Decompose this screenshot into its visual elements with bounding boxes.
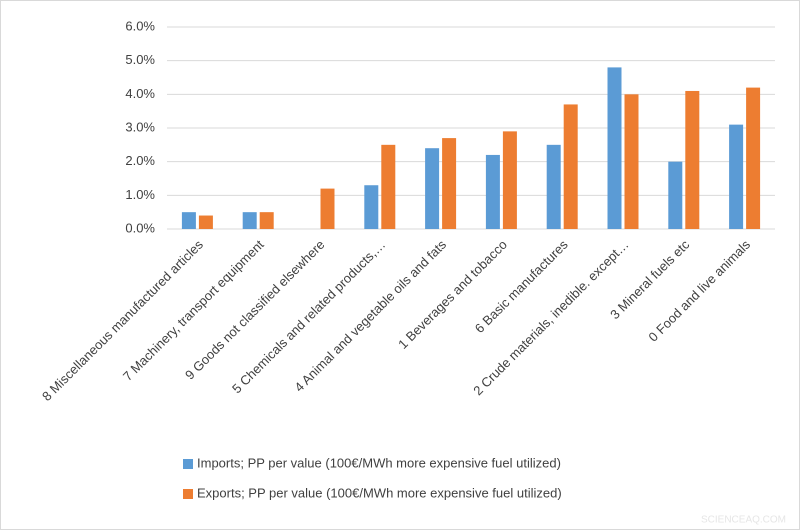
watermark: SCIENCEAQ.COM <box>701 515 786 526</box>
legend-swatch <box>183 489 193 499</box>
legend-label: Exports; PP per value (100€/MWh more exp… <box>197 485 562 500</box>
bar <box>607 67 622 230</box>
bar <box>624 94 639 229</box>
bar <box>320 188 335 229</box>
bar <box>729 124 744 229</box>
bar <box>381 144 396 229</box>
bar <box>546 144 561 229</box>
y-tick-label: 2.0% <box>125 153 155 168</box>
bar <box>425 148 440 229</box>
bar <box>485 154 500 229</box>
y-tick-label: 5.0% <box>125 52 155 67</box>
bar <box>685 90 700 229</box>
bar <box>502 131 517 229</box>
bar <box>259 212 274 229</box>
bar <box>563 104 578 229</box>
bar <box>181 212 196 229</box>
y-tick-label: 1.0% <box>125 187 155 202</box>
legend-swatch <box>183 459 193 469</box>
y-tick-label: 3.0% <box>125 119 155 134</box>
bar <box>668 161 683 229</box>
y-tick-label: 6.0% <box>125 18 155 33</box>
y-tick-label: 4.0% <box>125 86 155 101</box>
bar <box>242 212 257 229</box>
bar <box>364 185 379 229</box>
y-tick-label: 0.0% <box>125 220 155 235</box>
bar <box>198 215 213 229</box>
bar <box>746 87 761 229</box>
legend-label: Imports; PP per value (100€/MWh more exp… <box>197 455 561 470</box>
bar <box>442 138 457 229</box>
